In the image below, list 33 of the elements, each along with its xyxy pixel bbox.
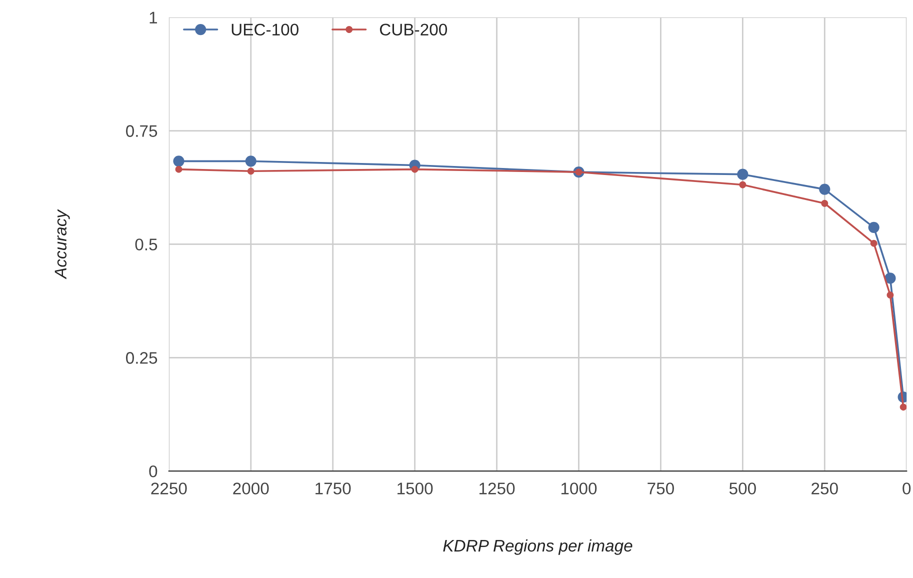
x-tick-label: 1250 [480, 482, 515, 494]
point [886, 292, 894, 298]
point [245, 156, 256, 167]
point [870, 240, 878, 247]
x-tick-label: 2000 [233, 482, 269, 494]
x-tick-label: 2250 [151, 482, 187, 494]
x-tick-label: 750 [648, 482, 674, 494]
point [411, 166, 418, 173]
point [819, 184, 830, 195]
point [173, 156, 184, 167]
y-tick-label: 0.25 [126, 352, 158, 364]
point [175, 166, 182, 173]
x-tick-label: 250 [812, 482, 838, 494]
point [900, 404, 907, 411]
y-tick-label: 0 [149, 465, 158, 478]
point [821, 200, 828, 207]
x-tick-label: 1750 [316, 482, 351, 494]
y-axis-title: Accuracy [54, 209, 70, 280]
y-tick-label: 1 [150, 12, 157, 24]
point [739, 181, 746, 188]
legend-label: CUB-200 [380, 24, 448, 36]
point [247, 168, 254, 175]
x-tick-label: 0 [902, 482, 911, 494]
x-tick-label: 1500 [398, 482, 433, 494]
legend-label: UEC-100 [232, 24, 298, 36]
x-tick-label: 1000 [561, 482, 597, 494]
y-tick-label: 0.75 [126, 125, 158, 137]
point [737, 168, 748, 180]
x-tick-label: 500 [729, 482, 756, 494]
y-tick-label: 0.5 [135, 238, 158, 250]
point [884, 272, 896, 284]
point [868, 222, 880, 233]
x-axis-title: KDRP Regions per image [443, 539, 632, 555]
